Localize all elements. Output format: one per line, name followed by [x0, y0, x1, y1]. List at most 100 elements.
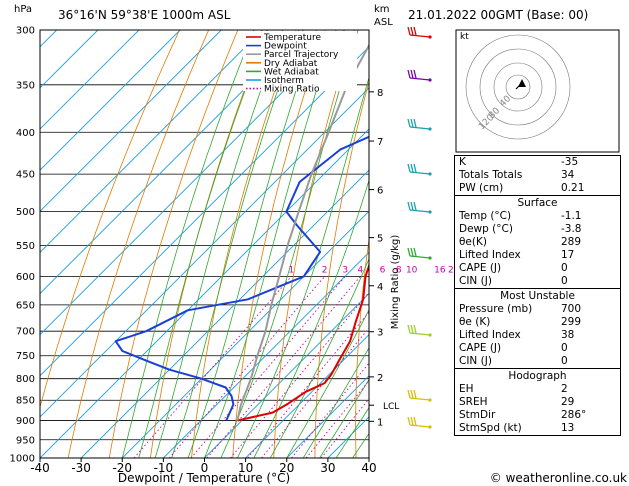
mixing-ratio-label: 20 [448, 265, 460, 275]
index-row: K -35 [455, 156, 620, 169]
mixing-ratio-label: 8 [396, 265, 402, 275]
pressure-tick-label: 750 [16, 351, 35, 362]
legend-entry: Wet Adiabat [264, 67, 319, 77]
mixing-ratio-label: 4 [357, 265, 363, 275]
legend-entry: Temperature [263, 33, 321, 43]
km-unit: km [374, 4, 390, 15]
lcl-label: LCL [383, 402, 399, 412]
altitude-km-tick-label: 7 [377, 137, 383, 148]
wind-barb-icon [407, 163, 432, 176]
header-datetime: 21.01.2022 00GMT (Base: 00) [408, 8, 588, 22]
temperature-tick-label: -40 [30, 461, 50, 475]
altitude-km-tick-label: 8 [377, 88, 383, 99]
altitude-km-tick-label: 6 [377, 186, 383, 197]
altitude-km-tick-label: 3 [377, 328, 383, 339]
index-row: Lifted Index 17 [455, 249, 620, 262]
index-value: 286° [561, 409, 587, 421]
mixing-ratio-line-20 [305, 379, 369, 458]
temperature-tick-label: -30 [71, 461, 91, 475]
index-name: θe(K) [459, 236, 487, 248]
wind-barb-icon [407, 247, 432, 260]
legend-box [243, 31, 357, 91]
wet-adiabat-20 [286, 308, 369, 458]
temperature-tick-label: 0 [201, 461, 209, 475]
altitude-km-tick-label: 4 [377, 282, 383, 293]
temperature-tick-label: -10 [154, 461, 174, 475]
hodograph-box [455, 29, 620, 153]
mixing-ratio-label: 10 [406, 265, 418, 275]
legend-entry: Parcel Trajectory [264, 50, 339, 60]
x-axis-label: Dewpoint / Temperature (°C) [118, 471, 290, 485]
wind-barb-icon [407, 201, 432, 214]
wet-adiabat-12 [253, 179, 369, 458]
pressure-tick-label: 450 [16, 170, 35, 181]
mixing-ratio-label: 1 [288, 265, 294, 275]
wet-adiabat-0 [204, 30, 337, 458]
legend-entry: Dewpoint [264, 42, 307, 52]
wind-barb-icon [407, 118, 432, 131]
mixing-ratio-line-6 [230, 291, 369, 458]
pressure-tick-label: 550 [16, 241, 35, 252]
index-row: CIN (J) 0 [455, 355, 620, 368]
isotherm--80 [40, 30, 304, 295]
wet-adiabat-8 [237, 76, 369, 458]
index-row: EH 2 [455, 383, 620, 396]
indices-panel: K -35 Totals Totals 34 PW (cm) 0.21 Surface T… [454, 155, 621, 436]
index-name: Lifted Index [459, 329, 521, 341]
asl-unit: ASL [374, 17, 393, 28]
surface-title: Surface [455, 195, 620, 210]
temperature-tick-label: -20 [112, 461, 132, 475]
wind-barb-icon [407, 26, 432, 39]
mixing-ratio-line-2 [168, 276, 325, 458]
index-name: CIN (J) [459, 355, 492, 367]
pressure-tick-label: 1000 [10, 454, 35, 465]
index-name: CIN (J) [459, 275, 492, 287]
index-name: K [459, 156, 466, 168]
isotherm--60 [40, 46, 369, 377]
pressure-tick-label: 400 [16, 128, 35, 139]
index-row: Temp (°C) -1.1 [455, 210, 620, 223]
wet-adiabat--12 [154, 30, 284, 458]
dewpoint-profile [114, 135, 369, 421]
isotherm-0 [204, 292, 369, 458]
mixing-ratio-label: 2 [322, 265, 328, 275]
index-row: PW (cm) 0.21 [455, 182, 620, 195]
index-row: Totals Totals 34 [455, 169, 620, 182]
dry-adiabat-280 [232, 30, 326, 458]
hodograph-ring [505, 74, 531, 100]
index-row: CAPE (J) 0 [455, 342, 620, 355]
index-name: SREH [459, 396, 488, 408]
index-row: StmDir 286° [455, 409, 620, 422]
hodograph-ring [493, 62, 543, 112]
index-name: θe (K) [459, 316, 491, 328]
parcel-trajectory-profile [236, 43, 369, 421]
wet-adiabat-24 [302, 347, 369, 458]
index-row: θe(K) 289 [455, 236, 620, 249]
storm-motion-marker [518, 79, 526, 87]
index-value: -35 [561, 156, 579, 168]
index-value: -1.1 [561, 210, 582, 222]
index-row: SREH 29 [455, 396, 620, 409]
isotherm--50 [40, 87, 369, 418]
pressure-tick-label: 900 [16, 416, 35, 427]
mixing-ratio-line-1 [133, 276, 292, 458]
dry-adiabat-250 [108, 30, 239, 458]
index-value: 13 [561, 422, 575, 434]
index-value: 2 [561, 383, 568, 395]
isotherm--70 [40, 30, 345, 336]
index-name: CAPE (J) [459, 262, 502, 274]
dry-adiabat-240 [67, 30, 209, 458]
dry-adiabat-300 [314, 79, 369, 458]
index-row: CIN (J) 0 [455, 275, 620, 288]
index-name: StmSpd (kt) [459, 422, 522, 434]
wind-barb-icon [407, 69, 432, 82]
wet-adiabat--4 [187, 30, 317, 458]
pressure-tick-label: 850 [16, 396, 35, 407]
mixing-ratio-line-8 [247, 311, 369, 458]
index-name: Pressure (mb) [459, 303, 533, 315]
wet-adiabat-32 [335, 406, 369, 458]
wet-adiabat--20 [121, 30, 255, 458]
isotherm--100 [40, 30, 222, 212]
wind-barb-icon [407, 324, 432, 337]
isotherm--150 [0, 30, 16, 458]
